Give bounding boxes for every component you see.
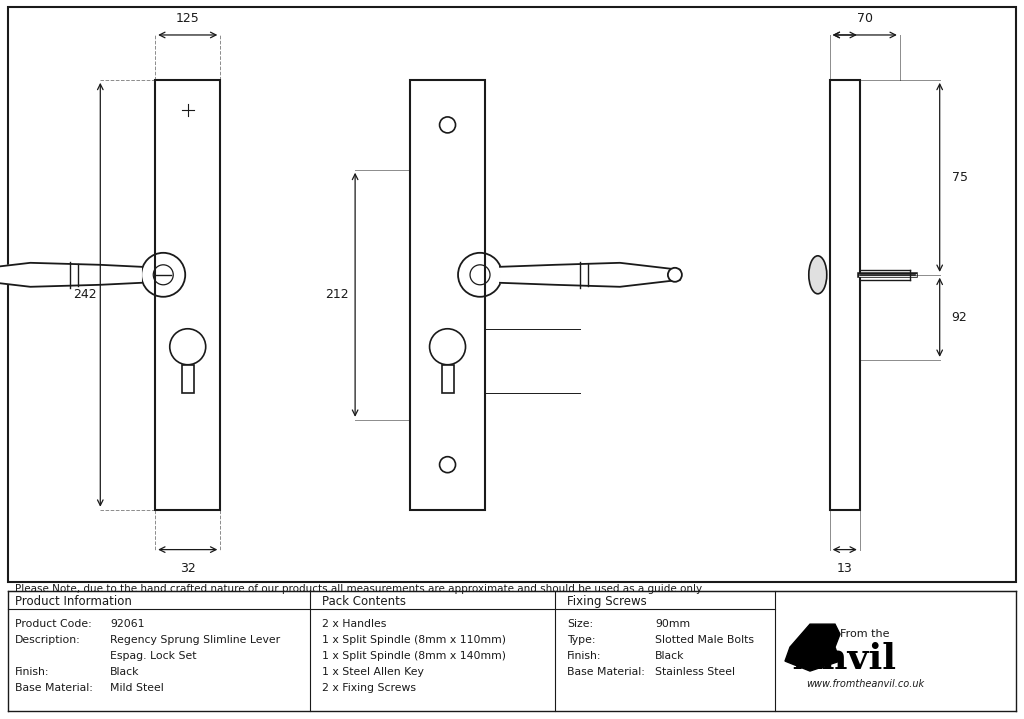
Text: Mild Steel: Mild Steel xyxy=(110,683,164,693)
Text: Stainless Steel: Stainless Steel xyxy=(655,667,735,677)
Text: 75: 75 xyxy=(951,171,968,184)
Text: 13: 13 xyxy=(837,562,853,574)
Text: 1 x Steel Allen Key: 1 x Steel Allen Key xyxy=(322,667,424,677)
Text: Type:: Type: xyxy=(567,635,596,645)
Bar xyxy=(156,80,220,510)
Text: www.fromtheanvil.co.uk: www.fromtheanvil.co.uk xyxy=(806,679,924,689)
Text: 1 x Split Spindle (8mm x 140mm): 1 x Split Spindle (8mm x 140mm) xyxy=(322,651,506,661)
Text: Product Code:: Product Code: xyxy=(15,619,92,629)
Polygon shape xyxy=(785,624,840,671)
Text: Black: Black xyxy=(110,667,139,677)
Text: 32: 32 xyxy=(180,562,196,574)
Text: 2 x Handles: 2 x Handles xyxy=(322,619,386,629)
Text: 1 x Split Spindle (8mm x 110mm): 1 x Split Spindle (8mm x 110mm) xyxy=(322,635,506,645)
Text: From the: From the xyxy=(841,629,890,639)
Polygon shape xyxy=(0,263,141,287)
Text: Base Material:: Base Material: xyxy=(15,683,93,693)
Bar xyxy=(441,365,454,393)
Text: Black: Black xyxy=(655,651,684,661)
Text: 90mm: 90mm xyxy=(655,619,690,629)
Ellipse shape xyxy=(809,256,826,294)
Text: Please Note, due to the hand crafted nature of our products all measurements are: Please Note, due to the hand crafted nat… xyxy=(15,584,705,594)
Text: 92: 92 xyxy=(951,311,968,324)
Polygon shape xyxy=(500,263,680,287)
Text: Fixing Screws: Fixing Screws xyxy=(567,595,647,608)
Text: Finish:: Finish: xyxy=(15,667,49,677)
Text: Anvil: Anvil xyxy=(794,642,896,676)
Bar xyxy=(181,365,194,393)
Circle shape xyxy=(668,267,682,282)
Text: Product Information: Product Information xyxy=(15,595,132,608)
Text: Size:: Size: xyxy=(567,619,593,629)
Text: 70: 70 xyxy=(857,12,872,25)
Text: Pack Contents: Pack Contents xyxy=(322,595,406,608)
Bar xyxy=(829,80,860,510)
Text: Espag. Lock Set: Espag. Lock Set xyxy=(110,651,197,661)
Text: Regency Sprung Slimline Lever: Regency Sprung Slimline Lever xyxy=(110,635,281,645)
Text: Slotted Male Bolts: Slotted Male Bolts xyxy=(655,635,754,645)
Text: Finish:: Finish: xyxy=(567,651,601,661)
Text: 242: 242 xyxy=(74,288,97,301)
Text: 92061: 92061 xyxy=(110,619,144,629)
Bar xyxy=(410,80,485,510)
Text: 212: 212 xyxy=(326,288,349,301)
Text: 2 x Fixing Screws: 2 x Fixing Screws xyxy=(322,683,416,693)
Text: Description:: Description: xyxy=(15,635,81,645)
Text: 125: 125 xyxy=(176,12,200,25)
Text: Base Material:: Base Material: xyxy=(567,667,645,677)
